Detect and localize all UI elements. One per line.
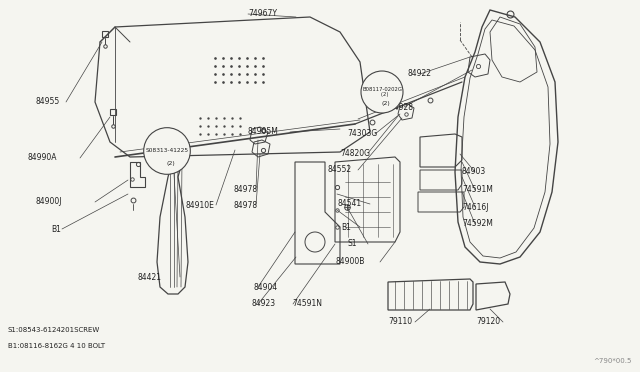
Text: 84990A: 84990A (28, 154, 58, 163)
Text: 84900J: 84900J (36, 198, 63, 206)
Text: 84541: 84541 (337, 199, 361, 208)
Text: 84903: 84903 (462, 167, 486, 176)
Text: 74967Y: 74967Y (248, 10, 277, 19)
Text: 74820G: 74820G (340, 148, 370, 157)
Text: B1:08116-8162G 4 10 BOLT: B1:08116-8162G 4 10 BOLT (8, 343, 105, 349)
Text: S1:08543-6124201SCREW: S1:08543-6124201SCREW (8, 327, 100, 333)
Text: 84955: 84955 (35, 97, 60, 106)
Text: B1: B1 (51, 224, 61, 234)
Text: B: B (376, 84, 382, 93)
Text: 84904: 84904 (253, 282, 277, 292)
Text: 84978: 84978 (233, 185, 257, 193)
Text: 84421: 84421 (137, 273, 161, 282)
Text: 74592M: 74592M (462, 219, 493, 228)
Text: 84905M: 84905M (248, 128, 279, 137)
Text: 84922: 84922 (408, 70, 432, 78)
Text: 84928: 84928 (390, 103, 414, 112)
Text: (2): (2) (166, 161, 175, 167)
Text: 79120: 79120 (476, 317, 500, 327)
Text: 84910E: 84910E (186, 201, 215, 209)
Text: S08313-41225: S08313-41225 (145, 148, 189, 154)
Text: S: S (161, 147, 167, 155)
Text: 84900B: 84900B (336, 257, 365, 266)
Text: B08117-0202G
   (2): B08117-0202G (2) (362, 87, 402, 97)
Text: 74303G: 74303G (347, 129, 377, 138)
Text: S1: S1 (348, 240, 358, 248)
Text: 74591M: 74591M (462, 186, 493, 195)
Text: 84552: 84552 (327, 166, 351, 174)
Text: 74591N: 74591N (292, 299, 322, 308)
Text: 79110: 79110 (388, 317, 412, 327)
Text: ^790*00.5: ^790*00.5 (594, 358, 632, 364)
Text: 84978: 84978 (233, 201, 257, 209)
Text: (2): (2) (381, 102, 390, 106)
Text: B1: B1 (341, 222, 351, 231)
Text: 74616J: 74616J (462, 202, 488, 212)
Text: 84923: 84923 (251, 299, 275, 308)
